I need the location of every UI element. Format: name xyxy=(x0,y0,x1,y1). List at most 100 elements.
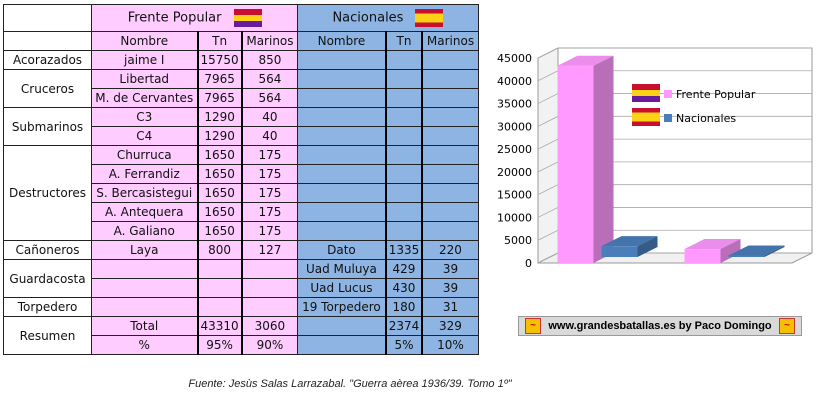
sailors-cell: 329 xyxy=(421,316,479,336)
ship-name-cell xyxy=(297,183,387,203)
nacionales-label: Nacionales xyxy=(332,10,404,26)
ship-name-cell: 19 Torpedero xyxy=(297,297,387,317)
nationalist-flag-icon xyxy=(632,108,660,113)
sailors-cell: 850 xyxy=(241,50,299,70)
bar-side-marinos-0 xyxy=(720,239,741,263)
ship-name-cell: A. Ferrandiz xyxy=(91,164,198,184)
x-tick-label: tn xyxy=(600,278,611,280)
sailors-cell xyxy=(241,278,299,298)
ship-name-cell: C3 xyxy=(91,107,198,127)
tonnage-cell xyxy=(196,259,243,279)
category-resumen: Resumen xyxy=(3,316,92,355)
tilde-badge-right: ~ xyxy=(779,318,795,334)
ship-name-cell xyxy=(297,69,387,89)
column-header-nombre: Nombre xyxy=(297,31,387,51)
tonnage-cell xyxy=(384,202,424,222)
column-header-tn: Tn xyxy=(196,31,243,51)
tonnage-cell xyxy=(384,69,424,89)
y-tick-label: 45000 xyxy=(497,52,532,65)
tonnage-cell xyxy=(196,297,243,317)
ship-name-cell: Laya xyxy=(91,240,198,260)
nacionales-header: Nacionales xyxy=(297,4,479,32)
y-tick-label: 10000 xyxy=(497,211,532,224)
bar-front-tn-1 xyxy=(601,246,638,257)
tonnage-cell xyxy=(384,107,424,127)
y-tick-label: 15000 xyxy=(497,189,532,202)
tonnage-cell: 800 xyxy=(196,240,243,260)
y-tick-label: 0 xyxy=(525,257,532,270)
legend-swatch xyxy=(664,90,672,98)
bar-top-tn-0 xyxy=(557,55,614,66)
tonnage-cell: 7965 xyxy=(196,69,243,89)
corner-cell xyxy=(3,4,92,32)
ship-name-cell xyxy=(91,278,198,298)
sailors-cell: 175 xyxy=(241,202,299,222)
sailors-cell xyxy=(421,107,479,127)
tonnage-cell: 1335 xyxy=(384,240,424,260)
tonnage-cell: 1650 xyxy=(196,164,243,184)
category-canoneros: Cañoneros xyxy=(3,240,92,260)
tonnage-cell: 429 xyxy=(384,259,424,279)
ship-name-cell xyxy=(91,297,198,317)
y-tick-label: 25000 xyxy=(497,143,532,156)
ship-name-cell: Libertad xyxy=(91,69,198,89)
column-header-marinos: Marinos xyxy=(421,31,479,51)
legend-label: Nacionales xyxy=(676,112,736,125)
column-header-tn: Tn xyxy=(384,31,424,51)
ship-name-cell xyxy=(297,164,387,184)
sailors-cell: 175 xyxy=(241,164,299,184)
ship-name-cell xyxy=(297,126,387,146)
tilde-badge-left: ~ xyxy=(525,318,541,334)
bar-top-marinos-0 xyxy=(684,239,741,250)
category-acorazados: Acorazados xyxy=(3,50,92,70)
nationalist-flag-icon xyxy=(632,112,660,122)
ship-name-cell: Uad Lucus xyxy=(297,278,387,298)
frente-popular-header: Frente Popular xyxy=(90,4,299,32)
gridline xyxy=(537,47,812,59)
tonnage-cell xyxy=(384,145,424,165)
ship-name-cell: Uad Muluya xyxy=(297,259,387,279)
ship-name-cell: Churruca xyxy=(91,145,198,165)
republic-flag-icon xyxy=(632,90,660,96)
y-tick-label: 40000 xyxy=(497,75,532,88)
tonnage-cell: 430 xyxy=(384,278,424,298)
ship-name-cell xyxy=(297,316,387,336)
ship-name-cell: M. de Cervantes xyxy=(91,88,198,108)
column-header-nombre: Nombre xyxy=(91,31,198,51)
bar-front-marinos-0 xyxy=(684,249,721,263)
ship-name-cell xyxy=(297,335,387,355)
sailors-cell: 90% xyxy=(241,335,299,355)
sailors-cell: 175 xyxy=(241,145,299,165)
legend-swatch xyxy=(664,114,672,122)
ship-name-cell: Dato xyxy=(297,240,387,260)
legend-label: Frente Popular xyxy=(676,88,756,101)
tonnage-cell: 15750 xyxy=(196,50,243,70)
sailors-cell: 127 xyxy=(241,240,299,260)
republic-flag-icon xyxy=(632,96,660,102)
tonnage-cell: 1650 xyxy=(196,145,243,165)
fleet-table: Frente Popular Nacionales Nombre Tn Marinos N… xyxy=(3,4,479,355)
sailors-cell xyxy=(421,88,479,108)
tonnage-cell: 1650 xyxy=(196,202,243,222)
y-tick-label: 30000 xyxy=(497,120,532,133)
bar-side-marinos-1 xyxy=(764,245,785,257)
republic-flag-icon xyxy=(233,9,262,27)
nationalist-flag-icon xyxy=(632,121,660,126)
bar-top-tn-1 xyxy=(601,236,658,247)
republic-flag-icon xyxy=(632,84,660,90)
ship-name-cell: Total xyxy=(91,316,198,336)
sailors-cell: 39 xyxy=(421,259,479,279)
ship-name-cell: C4 xyxy=(91,126,198,146)
sailors-cell: 175 xyxy=(241,183,299,203)
tonnage-cell: 1290 xyxy=(196,107,243,127)
tonnage-cell xyxy=(384,164,424,184)
column-header-marinos: Marinos xyxy=(241,31,299,51)
tonnage-cell: 1290 xyxy=(196,126,243,146)
sailors-cell: 40 xyxy=(241,126,299,146)
tonnage-cell: 7965 xyxy=(196,88,243,108)
category-submarinos: Submarinos xyxy=(3,107,92,146)
category-destructores: Destructores xyxy=(3,145,92,241)
sailors-cell xyxy=(241,297,299,317)
ship-name-cell: S. Bercasistegui xyxy=(91,183,198,203)
bar-top-marinos-1 xyxy=(728,245,785,256)
